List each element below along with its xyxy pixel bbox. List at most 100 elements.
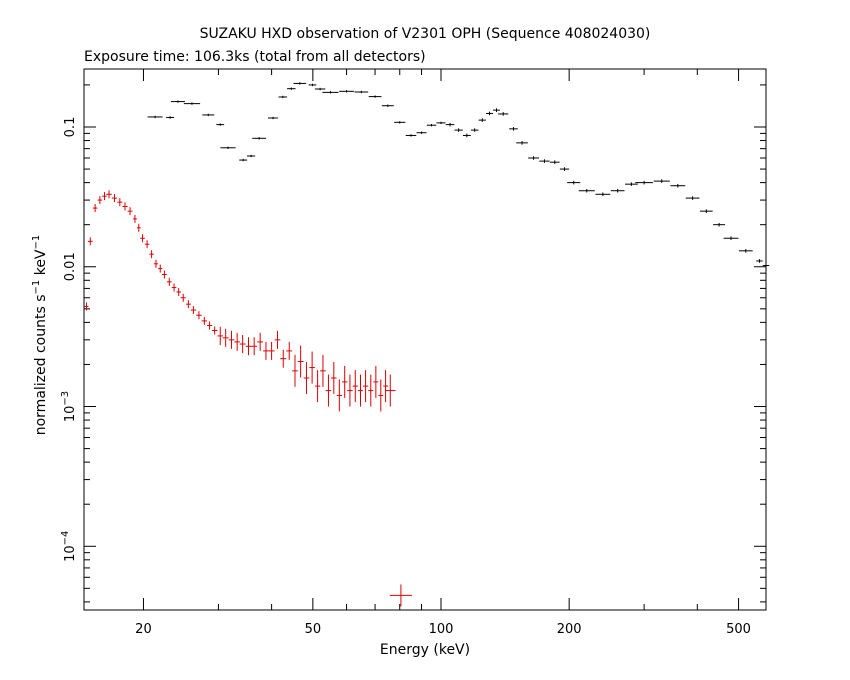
y-tick-label: 0.01 — [63, 252, 78, 281]
y-tick-base: 10 — [63, 545, 78, 562]
data-point — [196, 311, 202, 320]
x-axis-label: Energy (keV) — [380, 642, 470, 658]
data-point — [247, 154, 256, 158]
data-point — [87, 237, 93, 246]
data-point — [478, 118, 486, 122]
data-point — [234, 332, 240, 351]
series-1 — [84, 190, 412, 607]
x-tick-label: 100 — [429, 622, 454, 637]
data-point — [257, 332, 264, 351]
data-point — [352, 370, 358, 403]
data-point — [539, 159, 550, 163]
data-point — [713, 222, 726, 227]
data-point — [331, 361, 337, 394]
data-point — [624, 182, 638, 186]
data-point — [559, 167, 570, 171]
data-point — [158, 264, 163, 273]
y-axis-label-main: normalized counts s — [33, 294, 49, 435]
data-point — [486, 111, 494, 116]
chart-subtitle: Exposure time: 106.3ks (total from all d… — [84, 49, 426, 65]
data-point — [106, 190, 112, 199]
data-point — [373, 365, 379, 398]
data-point — [762, 263, 770, 268]
x-tick-labels: 20 50 100 200 500 — [135, 622, 751, 637]
data-point — [180, 293, 186, 302]
y-tick-base: 0.01 — [63, 252, 78, 281]
data-point — [280, 349, 287, 368]
data-point — [389, 584, 412, 607]
data-point — [578, 188, 595, 193]
data-point — [354, 90, 369, 94]
data-point — [176, 287, 181, 296]
y-axis-label-exp2: −1 — [31, 235, 42, 250]
data-point — [493, 108, 500, 112]
y-tick-base: 10 — [63, 406, 78, 423]
data-point — [368, 95, 382, 98]
data-point — [171, 283, 177, 292]
data-point — [314, 87, 326, 91]
data-point — [166, 116, 175, 119]
data-point — [102, 192, 107, 201]
data-point — [228, 330, 235, 349]
data-point — [653, 179, 670, 183]
y-tick-label: 10−3 — [60, 391, 78, 422]
data-point — [738, 249, 753, 253]
data-point — [183, 102, 201, 105]
data-point — [211, 326, 218, 335]
data-point — [462, 133, 471, 138]
data-point — [297, 345, 304, 378]
x-tick-label: 20 — [135, 622, 152, 637]
data-point — [278, 95, 288, 99]
series-0 — [147, 82, 770, 268]
data-point — [342, 365, 348, 398]
data-point — [516, 141, 528, 145]
axis-ticks — [84, 69, 766, 610]
data-point — [320, 354, 326, 387]
data-point — [756, 259, 763, 263]
data-point — [549, 160, 560, 164]
data-point — [436, 121, 446, 125]
data-point — [207, 321, 213, 330]
chart-title: SUZAKU HXD observation of V2301 OPH (Seq… — [200, 26, 651, 42]
data-point — [153, 259, 159, 268]
data-point — [723, 236, 739, 241]
data-point — [170, 100, 185, 103]
y-tick-base: 0.1 — [63, 117, 78, 138]
data-point — [185, 300, 191, 309]
data-point — [635, 180, 653, 185]
data-point — [136, 223, 141, 232]
data-point — [567, 180, 581, 185]
data-point — [97, 196, 103, 205]
data-point — [595, 192, 611, 197]
x-tick-label: 200 — [557, 622, 582, 637]
data-point — [147, 115, 163, 119]
data-point — [445, 122, 455, 127]
data-point — [220, 146, 236, 149]
data-point — [426, 124, 437, 127]
data-point — [190, 306, 197, 315]
data-point — [384, 374, 396, 407]
data-point — [292, 354, 298, 387]
data-point — [405, 134, 417, 137]
data-point — [111, 194, 118, 203]
data-point — [470, 128, 479, 132]
data-point — [528, 156, 540, 160]
data-point — [222, 328, 229, 347]
data-point — [498, 112, 509, 116]
data-point — [394, 121, 406, 124]
data-point — [149, 250, 154, 259]
plot-frame — [83, 68, 767, 611]
data-point — [239, 335, 246, 354]
data-point — [322, 91, 339, 94]
data-point — [314, 370, 321, 403]
data-point — [368, 374, 374, 407]
data-point — [268, 341, 275, 360]
data-point — [117, 198, 123, 207]
data-point — [357, 374, 364, 407]
data-point — [685, 196, 700, 200]
data-point — [454, 128, 463, 132]
data-point — [122, 202, 128, 211]
data-point — [416, 131, 427, 134]
data-point — [133, 214, 137, 223]
